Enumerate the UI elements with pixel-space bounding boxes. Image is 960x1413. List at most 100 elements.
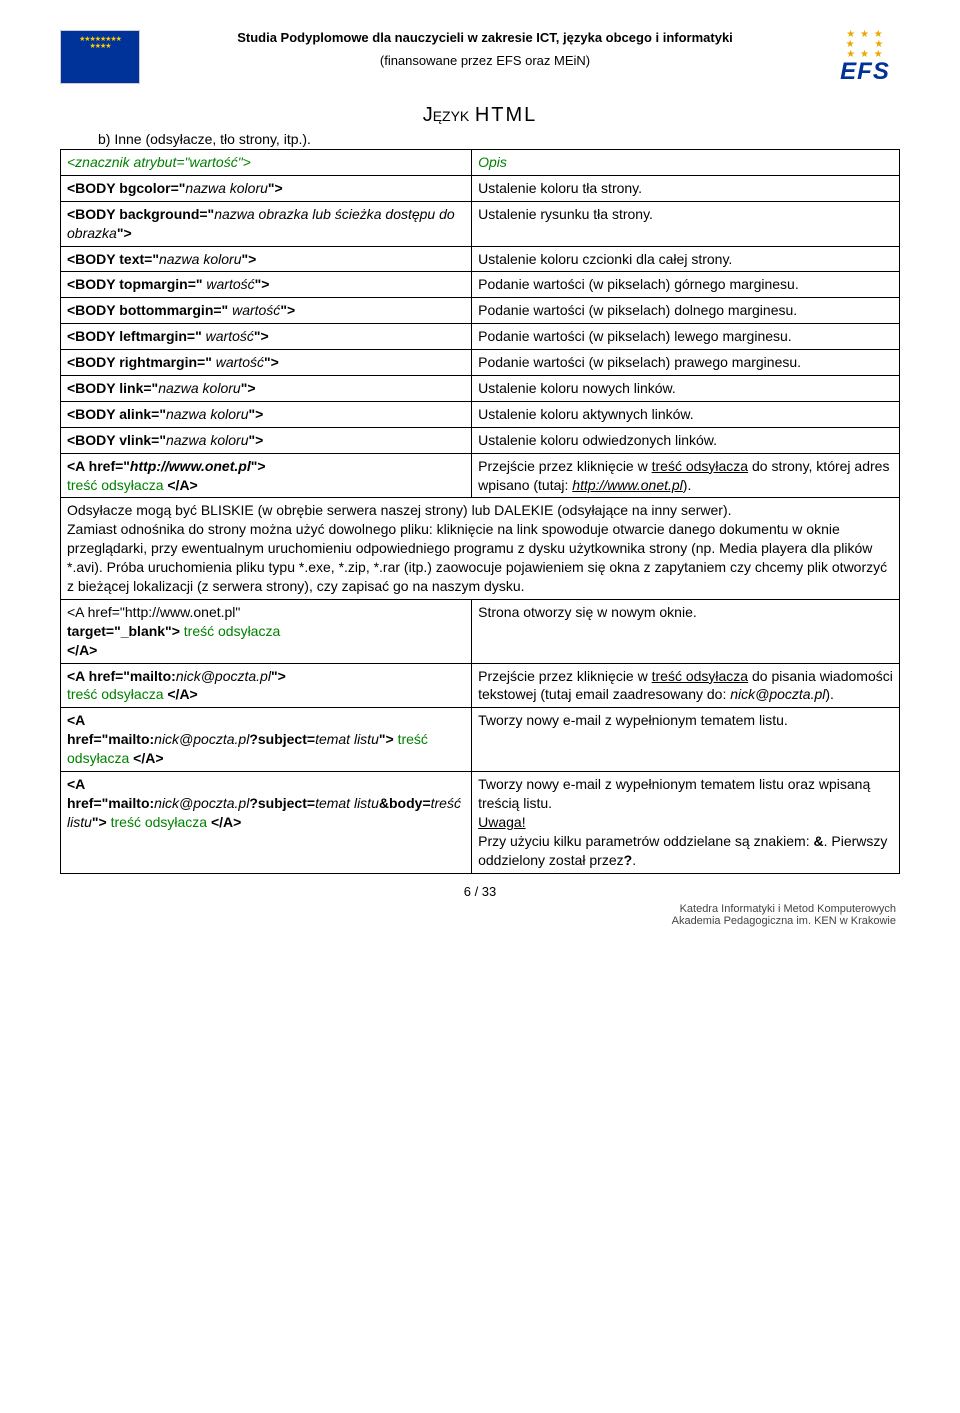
cell-right: Ustalenie koloru tła strony. [472, 175, 900, 201]
cell-left: <BODY link="nazwa koloru"> [61, 376, 472, 402]
cell-right: Podanie wartości (w pikselach) lewego ma… [472, 324, 900, 350]
cell-italic: nazwa koloru [158, 380, 241, 396]
cell-bold: "> [248, 432, 263, 448]
cell-bold: "> [117, 225, 132, 241]
cell-text: Przy użyciu kilku parametrów oddzielane … [478, 833, 813, 849]
cell-italic: wartość [202, 328, 254, 344]
cell-right: Ustalenie koloru nowych linków. [472, 376, 900, 402]
cell-italic: nick@poczta.pl [176, 668, 271, 684]
row-mailto-1: <A href="mailto:nick@poczta.pl"> treść o… [61, 663, 900, 708]
footer-line-1: Katedra Informatyki i Metod Komputerowyc… [680, 903, 896, 915]
cell-bold: "> [241, 251, 256, 267]
cell-text: </A> [167, 477, 197, 493]
cell-left: <BODY alink="nazwa koloru"> [61, 401, 472, 427]
cell-text: <A [67, 712, 85, 728]
cell-italic: wartość [203, 276, 255, 292]
cell-bold: target="_blank"> [67, 623, 184, 639]
cell-left: <BODY topmargin=" wartość"> [61, 272, 472, 298]
paragraph-line: Odsyłacze mogą być BLISKIE (w obrębie se… [67, 502, 732, 518]
table-row: <BODY alink="nazwa koloru">Ustalenie kol… [61, 401, 900, 427]
efs-logo: ★ ★ ★★ ★★ ★ ★ EFS [830, 30, 900, 86]
page-number: 6 / 33 [60, 884, 900, 899]
cell-left: <BODY text="nazwa koloru"> [61, 246, 472, 272]
cell-url: http://www.onet.pl [130, 458, 251, 474]
cell-italic: wartość [228, 302, 280, 318]
link-text: treść odsyłacza [652, 458, 748, 474]
table-row: <BODY bgcolor="nazwa koloru">Ustalenie k… [61, 175, 900, 201]
cell-bold: "> [241, 380, 256, 396]
cell-text: Przejście przez kliknięcie w [478, 458, 652, 474]
uwaga-label: Uwaga! [478, 814, 525, 830]
cell-italic: nick@poczta.pl [154, 795, 249, 811]
efs-stars-icon: ★ ★ ★★ ★★ ★ ★ [830, 30, 900, 60]
efs-text: EFS [830, 58, 900, 86]
table-header-row: <znacznik atrybut="wartość"> Opis [61, 150, 900, 176]
cell-left: <BODY vlink="nazwa koloru"> [61, 427, 472, 453]
cell-bold: "> [280, 302, 295, 318]
table-row: <BODY text="nazwa koloru">Ustalenie kolo… [61, 246, 900, 272]
th-left: <znacznik atrybut="wartość"> [61, 150, 472, 176]
cell-text: "> [271, 668, 286, 684]
cell-text: <A href=" [67, 458, 130, 474]
cell-text: href="mailto: [67, 731, 154, 747]
cell-text: "> [251, 458, 266, 474]
cell-bold: </A> [67, 642, 97, 658]
paragraph-line: Zamiast odnośnika do strony można użyć d… [67, 521, 887, 594]
cell-url: http://www.onet.pl [572, 477, 683, 493]
cell-text: href="mailto: [67, 795, 154, 811]
row-href: <A href="http://www.onet.pl"> treść odsy… [61, 453, 900, 498]
cell-amp: & [813, 833, 823, 849]
cell-bold: <BODY topmargin=" [67, 276, 203, 292]
title-word-2: HTML [475, 104, 537, 126]
row-target-blank: <A href="http://www.onet.pl" target="_bl… [61, 599, 900, 663]
row-paragraph: Odsyłacze mogą być BLISKIE (w obrębie se… [61, 498, 900, 599]
cell-green: treść odsyłacza [67, 477, 167, 493]
cell-left: <BODY rightmargin=" wartość"> [61, 350, 472, 376]
cell-amp: & [379, 795, 389, 811]
cell-green: treść odsyłacza [111, 814, 211, 830]
cell-right: Podanie wartości (w pikselach) prawego m… [472, 350, 900, 376]
cell-bold: "> [254, 328, 269, 344]
cell-bold: <BODY alink=" [67, 406, 166, 422]
link-text: treść odsyłacza [652, 668, 748, 684]
cell-text: Tworzy nowy e-mail z wypełnionym tematem… [478, 776, 870, 811]
cell-right: Ustalenie koloru odwiedzonych linków. [472, 427, 900, 453]
cell-text: <A href="mailto: [67, 668, 176, 684]
cell-text: <A [67, 776, 85, 792]
row-mailto-3: <A href="mailto:nick@poczta.pl?subject=t… [61, 772, 900, 873]
th-right: Opis [472, 150, 900, 176]
cell-green: treść odsyłacza [67, 686, 167, 702]
cell-bold: </A> [167, 686, 197, 702]
cell-bold: <BODY bottommargin=" [67, 302, 228, 318]
cell-right: Tworzy nowy e-mail z wypełnionym tematem… [472, 708, 900, 772]
table-row: <BODY bottommargin=" wartość">Podanie wa… [61, 298, 900, 324]
cell-bold: </A> [211, 814, 241, 830]
cell-italic: nick@poczta.pl [154, 731, 249, 747]
paragraph-cell: Odsyłacze mogą być BLISKIE (w obrębie se… [61, 498, 900, 599]
cell-right: Strona otworzy się w nowym oknie. [472, 599, 900, 663]
cell-italic: temat listu [315, 731, 379, 747]
cell-text: Przejście przez kliknięcie w [478, 668, 652, 684]
cell-bold: "> [255, 276, 270, 292]
footer-line-2: Akademia Pedagogiczna im. KEN w Krakowie [672, 915, 896, 927]
attributes-table: <znacznik atrybut="wartość"> Opis <BODY … [60, 149, 900, 874]
cell-bold: ?subject= [249, 795, 315, 811]
row-mailto-2: <A href="mailto:nick@poczta.pl?subject=t… [61, 708, 900, 772]
cell-text: <A href="http://www.onet.pl" [67, 604, 240, 620]
cell-bold: <BODY background=" [67, 206, 214, 222]
cell-text: . [632, 852, 636, 868]
header-title: Studia Podyplomowe dla nauczycieli w zak… [150, 30, 820, 45]
cell-text: "> [92, 814, 111, 830]
eu-flag-icon [60, 30, 140, 84]
cell-italic: nazwa koloru [166, 432, 249, 448]
cell-bold: "> [264, 354, 279, 370]
cell-italic: temat listu [315, 795, 379, 811]
cell-bold: <BODY leftmargin=" [67, 328, 202, 344]
cell-right: Ustalenie rysunku tła strony. [472, 201, 900, 246]
table-row: <BODY background="nazwa obrazka lub ście… [61, 201, 900, 246]
cell-q: ? [624, 852, 633, 868]
cell-italic: wartość [212, 354, 264, 370]
cell-bold: body= [389, 795, 431, 811]
cell-text: ). [825, 686, 834, 702]
cell-bold: ?subject= [249, 731, 315, 747]
